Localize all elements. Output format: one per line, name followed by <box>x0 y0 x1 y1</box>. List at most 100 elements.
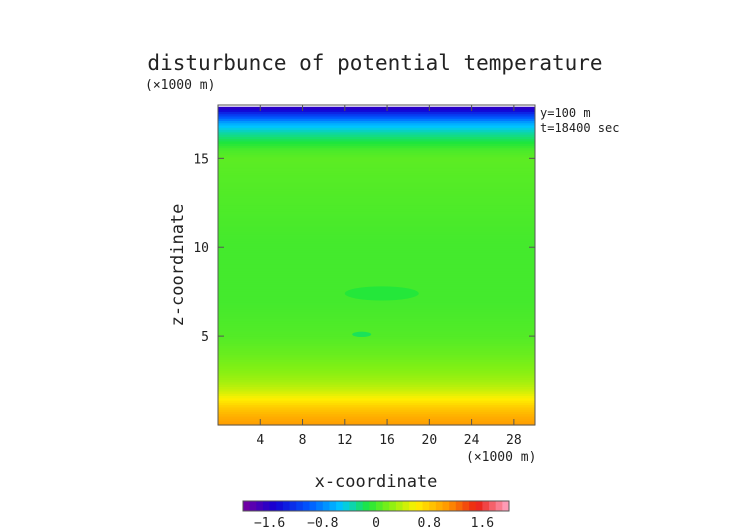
field-band <box>218 379 535 383</box>
field-band <box>218 159 535 162</box>
field-band <box>218 315 535 319</box>
field-band <box>218 138 535 142</box>
field-band <box>218 309 535 312</box>
field-band <box>218 238 535 242</box>
field-band <box>218 254 535 258</box>
colorbar-tick-label: 0.8 <box>417 516 440 531</box>
field-band <box>218 249 535 253</box>
chart-title: disturbunce of potential temperature <box>147 51 602 75</box>
field-band <box>218 197 535 201</box>
field-band <box>218 177 535 181</box>
field-band <box>218 222 535 226</box>
colorbar-segment <box>342 501 350 511</box>
field-band <box>218 393 535 397</box>
field-band <box>218 272 535 276</box>
colorbar-segment <box>322 501 330 511</box>
field-band <box>218 106 535 110</box>
field-band <box>218 320 535 324</box>
colorbar-segment <box>489 501 497 511</box>
colorbar-segment <box>249 501 257 511</box>
field-band <box>218 395 535 399</box>
field-band <box>218 215 535 219</box>
field-band <box>218 324 535 328</box>
field-band <box>218 156 535 160</box>
field-band <box>218 240 535 244</box>
colorbar-segment <box>435 501 443 511</box>
field-band <box>218 236 535 240</box>
field-band <box>218 302 535 306</box>
field-band <box>218 370 535 374</box>
colorbar-segment <box>422 501 430 511</box>
field-band <box>218 181 535 185</box>
y-tick-label: 5 <box>201 330 209 345</box>
field-band <box>218 399 535 403</box>
field-band <box>218 204 535 208</box>
colorbar-segment <box>442 501 450 511</box>
field-band <box>218 134 535 137</box>
x-tick-label: 16 <box>379 433 395 448</box>
field-band <box>218 118 535 122</box>
field-band <box>218 147 535 151</box>
field-band <box>218 386 535 390</box>
field-band <box>218 411 535 415</box>
field-band <box>218 136 535 140</box>
field-band <box>218 415 535 419</box>
field-band <box>218 115 535 119</box>
colorbar-segment <box>269 501 277 511</box>
field-band <box>218 356 535 360</box>
field-band <box>218 349 535 353</box>
field-band <box>218 231 535 235</box>
colorbar-segment <box>276 501 284 511</box>
field-band <box>218 388 535 392</box>
field-band <box>218 345 535 349</box>
field-band <box>218 165 535 169</box>
field-band <box>218 390 535 394</box>
field-band <box>218 145 535 149</box>
field-band <box>218 168 535 172</box>
x-axis-label: x-coordinate <box>315 472 438 492</box>
field-band <box>218 245 535 249</box>
field-feature-0 <box>344 286 419 301</box>
field-band <box>218 184 535 187</box>
field-band <box>218 259 535 262</box>
field-band <box>218 190 535 194</box>
field-band <box>218 284 535 287</box>
field-band <box>218 397 535 401</box>
field-band <box>218 359 535 362</box>
field-band <box>218 311 535 315</box>
field-band <box>218 334 535 337</box>
field-band <box>218 277 535 281</box>
field-band <box>218 343 535 347</box>
field-band <box>218 256 535 260</box>
field-band <box>218 143 535 147</box>
colorbar-segment <box>382 501 390 511</box>
colorbar-tick-label: −0.8 <box>307 516 338 531</box>
field-band <box>218 247 535 251</box>
colorbar-segment <box>376 501 384 511</box>
field-band <box>218 163 535 167</box>
y-axis-label: z-coordinate <box>168 204 188 327</box>
colorbar-segment <box>356 501 364 511</box>
field-band <box>218 127 535 131</box>
colorbar-segment <box>243 501 251 511</box>
x-tick-label: 20 <box>422 433 438 448</box>
field-band <box>218 422 535 426</box>
y-tick-label: 10 <box>193 241 209 256</box>
field-band <box>218 327 535 331</box>
field-band <box>218 220 535 224</box>
colorbar-segment <box>309 501 317 511</box>
field-band <box>218 329 535 333</box>
field-band <box>218 179 535 183</box>
field-band <box>218 211 535 215</box>
annotation-y: y=100 m <box>540 106 591 120</box>
field-band <box>218 381 535 385</box>
field-band <box>218 274 535 278</box>
field-band <box>218 404 535 408</box>
field-band <box>218 361 535 365</box>
field-band <box>218 374 535 378</box>
field-band <box>218 209 535 212</box>
field-band <box>218 186 535 190</box>
field-band <box>218 402 535 406</box>
colorbar-segment <box>482 501 490 511</box>
